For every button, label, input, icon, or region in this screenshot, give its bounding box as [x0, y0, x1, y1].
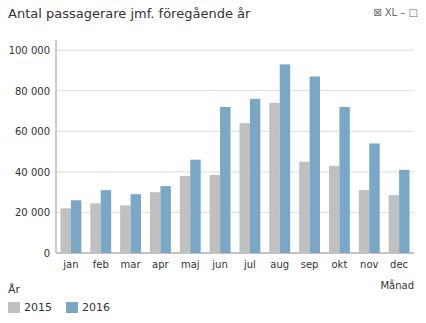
legend-swatch — [66, 302, 78, 313]
x-tick-label: maj — [181, 259, 200, 270]
x-tick-label: apr — [152, 259, 169, 270]
legend: År2015 2016 — [8, 283, 110, 314]
bar — [280, 64, 290, 253]
bar — [250, 99, 260, 253]
bar — [269, 103, 279, 253]
grid-line — [56, 90, 414, 91]
legend-entry: 2015 — [24, 301, 52, 314]
bar — [180, 176, 190, 253]
y-tick-label: 80 000 — [15, 86, 50, 97]
bar — [359, 190, 369, 253]
x-tick-label: nov — [360, 259, 378, 270]
x-tick-label: jun — [211, 259, 227, 270]
grid-line — [56, 131, 414, 132]
bar — [160, 186, 170, 253]
x-tick-label: mar — [121, 259, 142, 270]
bar — [339, 107, 349, 253]
legend-title: År — [8, 283, 21, 296]
bar — [369, 143, 379, 253]
y-tick-label: 100 000 — [9, 45, 50, 56]
y-tick-label: 60 000 — [15, 126, 50, 137]
x-axis-label: Månad — [380, 279, 414, 291]
x-tick-label: jan — [62, 259, 78, 270]
x-tick-label: aug — [270, 259, 289, 270]
bar — [329, 166, 339, 253]
bar — [299, 162, 309, 253]
grid-line — [56, 50, 414, 51]
bar — [101, 190, 111, 253]
y-tick-label: 40 000 — [15, 167, 50, 178]
bar — [389, 195, 399, 253]
legend-swatch — [8, 302, 20, 313]
x-tick-label: feb — [93, 259, 109, 270]
bar — [399, 170, 409, 253]
y-axis-line — [56, 40, 57, 253]
y-grid — [56, 50, 414, 253]
bar — [60, 208, 70, 253]
bar — [190, 160, 200, 253]
bar — [210, 175, 220, 253]
bar — [220, 107, 230, 253]
title: Antal passagerare jmf. föregående år — [8, 6, 251, 21]
y-tick-label: 20 000 — [15, 207, 50, 218]
x-tick-label: sep — [301, 259, 319, 270]
bar — [150, 192, 160, 253]
y-tick-label: 0 — [44, 248, 50, 259]
x-tick-label: dec — [390, 259, 408, 270]
bar — [310, 77, 320, 253]
bar — [90, 203, 100, 253]
legend-entry: 2016 — [82, 301, 110, 314]
bar — [131, 194, 141, 253]
annotation: ⊠ XL – □ — [373, 7, 418, 18]
x-tick-label: jul — [243, 259, 256, 270]
chart-container: Antal passagerare jmf. föregående år ⊠ XL… — [0, 0, 426, 323]
bar — [71, 200, 81, 253]
chart-svg: Antal passagerare jmf. föregående år ⊠ XL… — [0, 0, 426, 323]
bar — [120, 205, 130, 253]
x-tick-label: okt — [331, 259, 347, 270]
grid-line — [56, 171, 414, 172]
bar — [239, 123, 249, 253]
bars — [60, 64, 409, 253]
